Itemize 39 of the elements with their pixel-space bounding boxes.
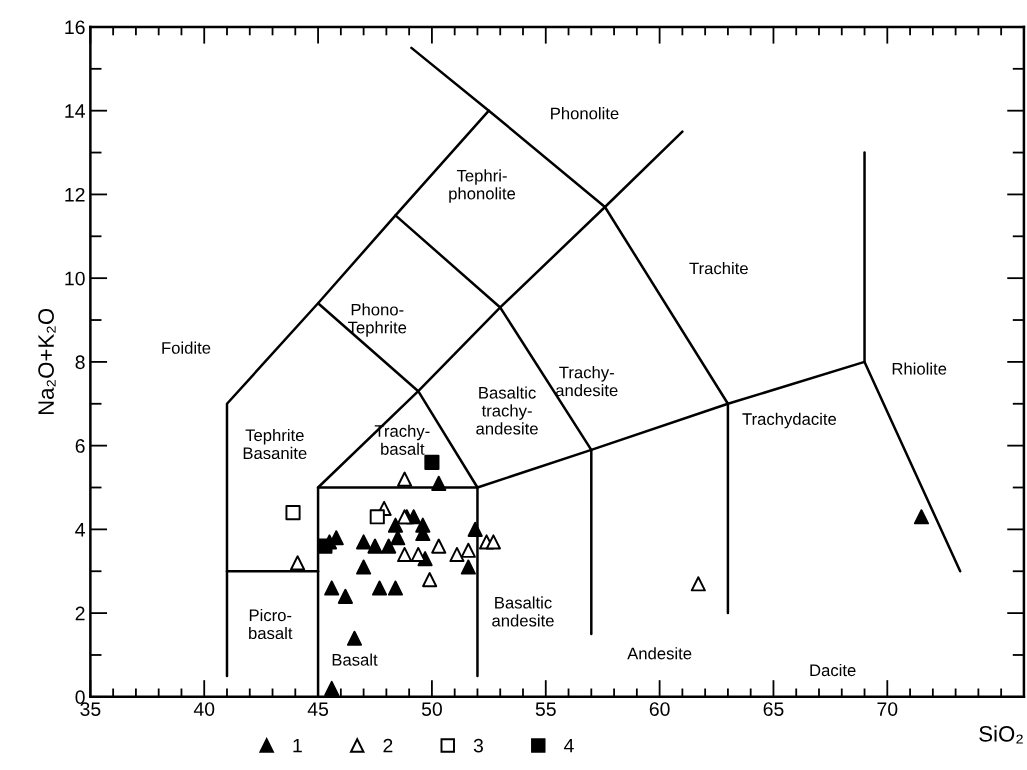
x-tick-label: 50 bbox=[421, 702, 442, 716]
x-tick-label: 40 bbox=[193, 702, 215, 716]
legend-label: 3 bbox=[473, 738, 483, 753]
y-tick-label: 12 bbox=[65, 187, 85, 202]
x-axis-title: SiO₂ bbox=[979, 725, 1023, 744]
y-tick-label: 0 bbox=[75, 690, 85, 705]
annotation: Basaltic trachy- andesite bbox=[476, 386, 538, 435]
annotation: Phonolite bbox=[551, 107, 619, 120]
x-tick-label: 35 bbox=[80, 702, 101, 716]
annotation: Foidite bbox=[162, 341, 211, 354]
y-tick-label: 6 bbox=[75, 439, 85, 453]
annotation: Andesite bbox=[627, 647, 692, 660]
annotation: Tephri- phonolite bbox=[449, 169, 516, 203]
annotation: Dacite bbox=[810, 663, 856, 677]
x-tick-label: 70 bbox=[877, 702, 898, 716]
y-tick-label: 8 bbox=[75, 355, 85, 370]
annotation: Phono- Tephrite bbox=[348, 303, 407, 337]
annotation: Trachydacite bbox=[742, 412, 837, 429]
x-tick-label: 60 bbox=[649, 702, 670, 716]
y-tick-label: 16 bbox=[65, 20, 85, 35]
annotation: Tephrite Basanite bbox=[243, 428, 307, 460]
legend-label: 4 bbox=[564, 738, 574, 753]
annotation: Basalt bbox=[332, 653, 378, 666]
y-tick-label: 4 bbox=[75, 523, 85, 537]
x-tick-label: 65 bbox=[763, 702, 784, 716]
legend-label: 1 bbox=[293, 738, 302, 753]
x-tick-label: 45 bbox=[307, 702, 329, 716]
legend-label: 2 bbox=[383, 738, 393, 753]
annotation: Basaltic andesite bbox=[492, 596, 554, 627]
x-tick-label: 55 bbox=[535, 702, 556, 716]
y-tick-label: 2 bbox=[75, 606, 85, 621]
y-tick-label: 14 bbox=[65, 104, 85, 118]
annotation: Picro- basalt bbox=[249, 608, 293, 640]
y-axis-title: Na₂O+K₂O bbox=[38, 308, 56, 415]
annotation: Trachite bbox=[689, 262, 748, 275]
annotation: Trachy- basalt bbox=[374, 424, 430, 455]
annotation: Rhiolite bbox=[892, 362, 947, 375]
y-tick-label: 10 bbox=[65, 271, 85, 286]
annotation: Trachy- andesite bbox=[555, 366, 618, 397]
